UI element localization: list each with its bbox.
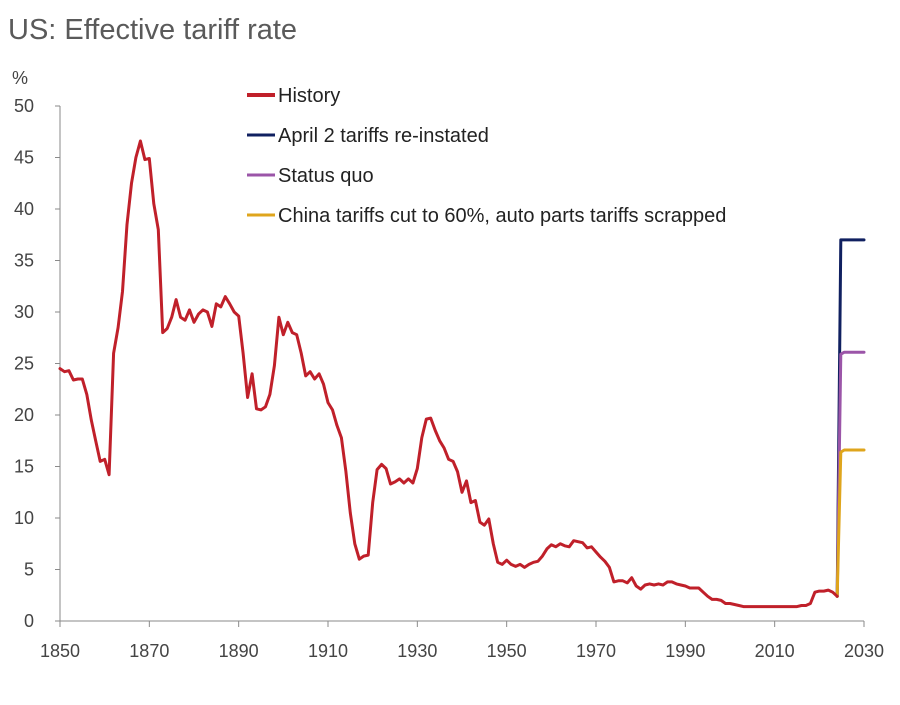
x-tick-label: 1870 bbox=[129, 641, 169, 661]
series-layer bbox=[58, 139, 866, 609]
y-tick-label: 30 bbox=[14, 302, 34, 322]
x-tick-label: 1950 bbox=[487, 641, 527, 661]
y-tick-label: 15 bbox=[14, 457, 34, 477]
y-tick-label: 45 bbox=[14, 148, 34, 168]
y-tick-label: 0 bbox=[24, 611, 34, 631]
axes: 0 5 10 15 20 25 30 35 40 45 50 1850 1870 1890 1910 1930… bbox=[14, 96, 884, 661]
y-tick-label: 20 bbox=[14, 405, 34, 425]
x-tick-label: 1970 bbox=[576, 641, 616, 661]
y-tick-label: 35 bbox=[14, 251, 34, 271]
legend: History April 2 tariffs re-instated Status… bbox=[247, 85, 726, 227]
y-axis-unit-label: % bbox=[12, 68, 28, 88]
x-tick-label: 2030 bbox=[844, 641, 884, 661]
y-tick-label: 40 bbox=[14, 199, 34, 219]
chart-title: US: Effective tariff rate bbox=[8, 14, 298, 46]
x-tick-label: 1850 bbox=[40, 641, 80, 661]
y-tick-label: 25 bbox=[14, 354, 34, 374]
series-line-china-tariffs-cut-to-60-auto-parts-tariffs-scrapped bbox=[835, 448, 866, 598]
x-tick-label: 1890 bbox=[219, 641, 259, 661]
series-line-history bbox=[58, 139, 839, 609]
y-tick-label: 50 bbox=[14, 96, 34, 116]
y-tick-label: 10 bbox=[14, 508, 34, 528]
legend-label-april-2-tariffs-re-instated: April 2 tariffs re-instated bbox=[278, 125, 489, 147]
x-tick-label: 2010 bbox=[755, 641, 795, 661]
x-tick-label: 1930 bbox=[397, 641, 437, 661]
y-tick-label: 5 bbox=[24, 560, 34, 580]
legend-label-history: History bbox=[278, 85, 340, 107]
x-tick-label: 1910 bbox=[308, 641, 348, 661]
x-tick-label: 1990 bbox=[665, 641, 705, 661]
legend-label-status-quo: Status quo bbox=[278, 165, 374, 187]
legend-label-china-tariffs-cut-to-60-auto-parts-tariffs-scrapped: China tariffs cut to 60%, auto parts tar… bbox=[278, 205, 726, 227]
